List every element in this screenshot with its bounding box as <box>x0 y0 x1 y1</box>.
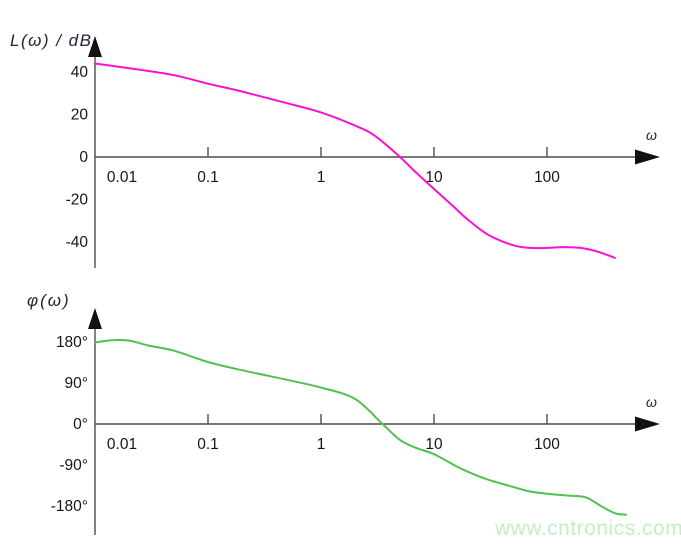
x-tick-label: 100 <box>534 436 560 453</box>
x-tick-label: 10 <box>425 169 443 186</box>
x-tick-label: 1 <box>317 436 326 453</box>
x-tick-label: 0.01 <box>107 169 137 186</box>
magnitude-x-axis-label: ω <box>646 127 657 143</box>
phase-axis-title: φ(ω) <box>27 291 71 310</box>
y-tick-label: 0 <box>79 149 88 166</box>
y-tick-label: 20 <box>71 107 89 124</box>
x-axis-arrowhead <box>635 416 660 432</box>
x-tick-label: 10 <box>425 436 443 453</box>
x-axis-arrowhead <box>635 149 660 165</box>
y-tick-label: -90° <box>59 457 88 474</box>
watermark: www.cntronics.com <box>495 517 681 540</box>
x-tick-label: 0.01 <box>107 436 137 453</box>
y-tick-label: 40 <box>71 64 89 81</box>
y-tick-label: 0° <box>73 416 88 433</box>
y-tick-label: -40 <box>66 234 89 251</box>
magnitude-curve <box>94 62 616 259</box>
x-tick-label: 1 <box>317 169 326 186</box>
y-axis-arrowhead <box>88 36 102 57</box>
x-tick-label: 0.1 <box>197 436 219 453</box>
x-tick-label: 100 <box>534 169 560 186</box>
phase-curve <box>94 338 627 516</box>
phase-plot: 0.01 0.1 1 10 100 180° 90° 0° -90° -180° <box>51 308 660 535</box>
y-tick-label: -20 <box>66 192 89 209</box>
magnitude-axis-title: L(ω) / dB <box>10 31 93 50</box>
y-tick-label: 180° <box>56 334 88 351</box>
y-axis-arrowhead <box>88 308 102 329</box>
phase-x-axis-label: ω <box>646 394 657 410</box>
x-tick-label: 0.1 <box>197 169 219 186</box>
magnitude-plot: 0.01 0.1 1 10 100 40 20 0 -20 -40 <box>66 36 660 268</box>
y-tick-label: 90° <box>65 375 88 392</box>
y-tick-label: -180° <box>51 498 88 515</box>
